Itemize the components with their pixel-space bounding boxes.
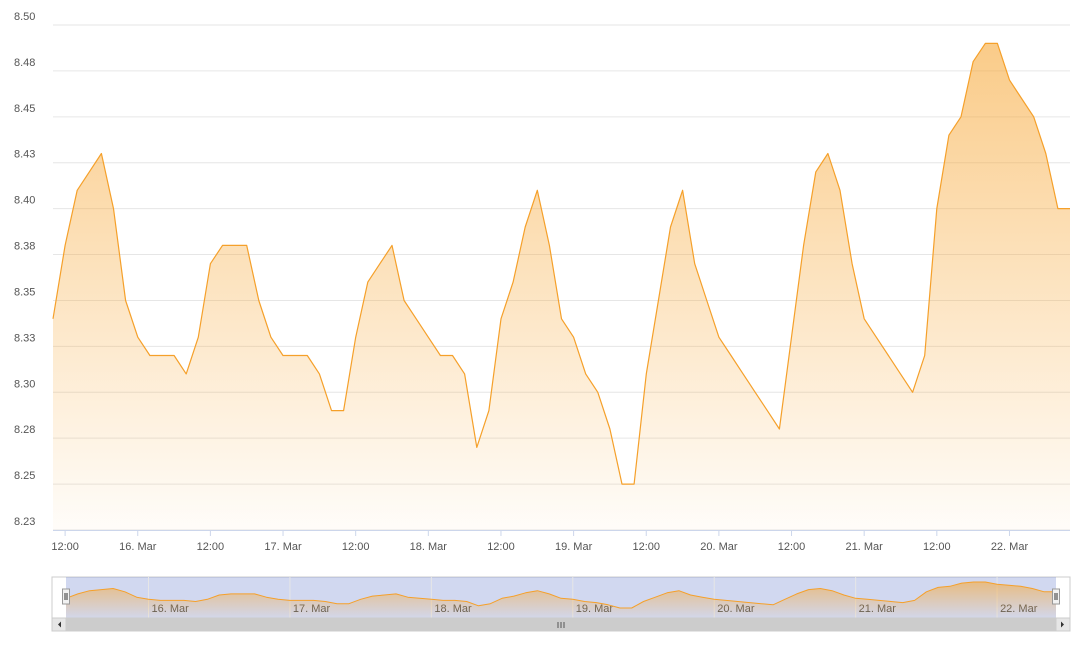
y-tick-label: 8.30 (14, 378, 35, 390)
navigator-series-line (65, 581, 1056, 609)
series-line (52, 42, 1070, 485)
handle-grip (64, 593, 68, 600)
y-tick-label: 8.33 (14, 332, 35, 344)
scrollbar-grip (557, 622, 565, 628)
x-axis: 12:00 16. Mar 12:00 17. Mar 12:00 18. Mar 12:0… (51, 530, 1070, 553)
y-tick-label: 8.35 (14, 286, 35, 298)
x-tick-label: 21. Mar (846, 541, 884, 553)
arrow-left (58, 621, 61, 628)
y-tick-label: 8.50 (14, 11, 35, 23)
navigator-series-area (66, 582, 1056, 618)
x-tick-label: 22. Mar (991, 541, 1029, 553)
y-tick-label: 8.38 (14, 241, 35, 253)
y-tick-label: 8.28 (14, 424, 35, 436)
y-tick-label: 8.23 (14, 516, 35, 528)
x-tick-label: 17. Mar (264, 541, 302, 553)
handle-left[interactable] (62, 588, 70, 605)
navigator: 16. Mar17. Mar18. Mar19. Mar20. Mar21. M… (51, 576, 1071, 619)
y-tick-label: 8.43 (14, 149, 35, 161)
x-tick-label: 19. Mar (555, 541, 593, 553)
x-tick-label: 12:00 (342, 541, 370, 553)
scrollbar[interactable] (51, 617, 1071, 632)
plot-area (52, 42, 1070, 531)
y-tick-label: 8.25 (14, 470, 35, 482)
navigator-handles[interactable] (62, 588, 1060, 605)
series-area (53, 43, 1070, 531)
x-tick-label: 20. Mar (700, 541, 738, 553)
x-tick-label: 12:00 (923, 541, 951, 553)
x-tick-label: 12:00 (632, 541, 660, 553)
handle-right[interactable] (1052, 588, 1060, 605)
x-tick-label: 12:00 (778, 541, 806, 553)
arrow-right (1061, 621, 1064, 628)
x-tick-label: 16. Mar (119, 541, 157, 553)
y-tick-label: 8.45 (14, 103, 35, 115)
x-tick-label: 12:00 (197, 541, 225, 553)
y-tick-label: 8.48 (14, 57, 35, 69)
handle-grip (1054, 593, 1058, 600)
y-tick-label: 8.40 (14, 195, 35, 207)
x-tick-label: 12:00 (51, 541, 79, 553)
x-tick-label: 12:00 (487, 541, 515, 553)
x-tick-label: 18. Mar (410, 541, 448, 553)
